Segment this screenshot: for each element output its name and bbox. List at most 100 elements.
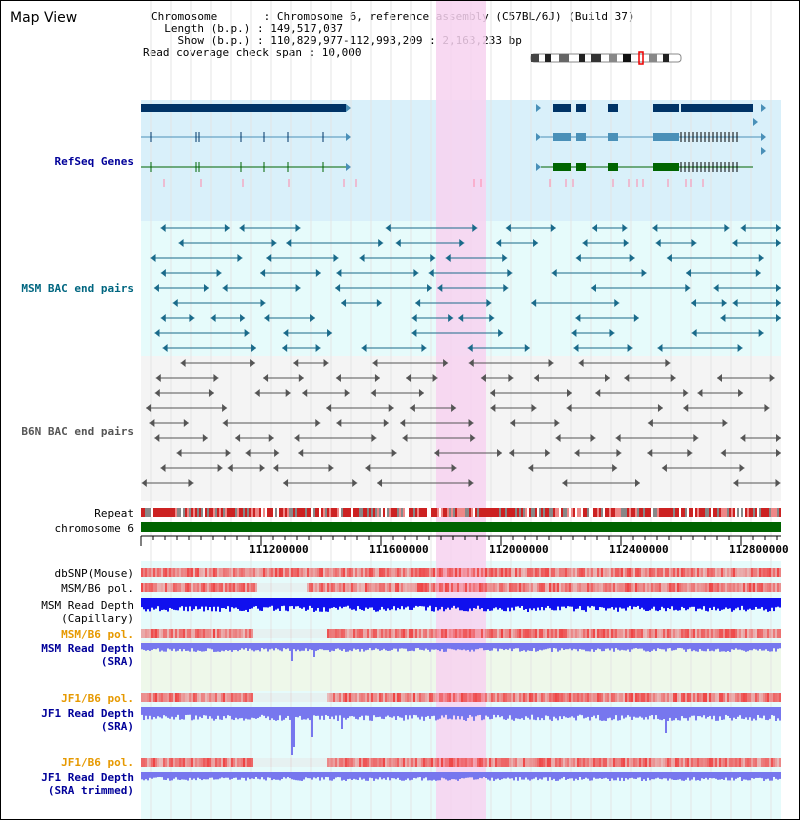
- read-depth-bar: [251, 707, 253, 718]
- read-depth-bar: [517, 643, 519, 649]
- repeat-segment: [343, 508, 345, 517]
- polymorphism-cell: [261, 583, 263, 592]
- polymorphism-cell: [151, 568, 153, 577]
- read-depth-bar: [469, 772, 471, 778]
- read-depth-bar: [431, 598, 433, 612]
- track-label-msm-bac[interactable]: MSM BAC end pairs: [21, 282, 134, 295]
- repeat-segment: [503, 508, 505, 517]
- track-label-msm-depth-sra[interactable]: MSM Read Depth (SRA): [41, 642, 134, 668]
- track-label-jf1-b6-pol-2[interactable]: JF1/B6 pol.: [61, 756, 134, 769]
- track-label-msm-b6-pol-1[interactable]: MSM/B6 pol.: [61, 582, 134, 595]
- polymorphism-cell: [413, 693, 415, 702]
- polymorphism-cell: [543, 629, 545, 638]
- polymorphism-cell: [759, 693, 761, 702]
- polymorphism-cell: [385, 583, 387, 592]
- read-depth-bar: [763, 707, 765, 716]
- track-label-jf1-depth-sra[interactable]: JF1 Read Depth (SRA): [41, 707, 134, 733]
- gene-strand-arrow: [346, 133, 351, 141]
- polymorphism-cell: [361, 629, 363, 638]
- gene-block: [653, 104, 679, 112]
- read-depth-bar: [685, 598, 687, 611]
- repeat-segment: [279, 508, 281, 517]
- polymorphism-cell: [461, 583, 463, 592]
- polymorphism-cell: [447, 629, 449, 638]
- read-depth-bar: [255, 772, 257, 777]
- polymorphism-cell: [601, 758, 603, 767]
- bac-end-marker: [592, 224, 598, 232]
- track-label-msm-depth-capillary[interactable]: MSM Read Depth (Capillary): [41, 599, 134, 625]
- read-depth-bar: [673, 707, 675, 721]
- read-depth-bar: [363, 772, 365, 779]
- read-depth-bar: [535, 772, 537, 778]
- polymorphism-cell: [349, 568, 351, 577]
- gene-block: [608, 104, 618, 112]
- read-depth-bar: [193, 707, 195, 720]
- read-depth-bar: [349, 598, 351, 609]
- polymorphism-cell: [537, 583, 539, 592]
- read-depth-bar: [591, 707, 593, 717]
- bac-end-marker: [528, 464, 534, 472]
- read-depth-bar: [691, 598, 693, 607]
- polymorphism-cell: [423, 629, 425, 638]
- read-depth-bar: [403, 772, 405, 781]
- polymorphism-cell: [769, 568, 771, 577]
- polymorphism-cell: [321, 693, 323, 702]
- repeat-segment: [529, 508, 531, 517]
- track-label-b6n-bac[interactable]: B6N BAC end pairs: [21, 425, 134, 438]
- polymorphism-cell: [223, 583, 225, 592]
- polymorphism-cell: [687, 693, 689, 702]
- polymorphism-cell: [479, 568, 481, 577]
- repeat-segment: [281, 508, 283, 517]
- bac-end-marker: [503, 284, 509, 292]
- read-depth-bar: [681, 598, 683, 607]
- read-depth-bar: [721, 772, 723, 780]
- polymorphism-cell: [269, 583, 271, 592]
- track-label-msm-b6-pol-2[interactable]: MSM/B6 pol.: [61, 628, 134, 641]
- read-depth-bar: [245, 643, 247, 649]
- read-depth-bar: [605, 707, 607, 721]
- read-depth-bar: [771, 772, 773, 781]
- repeat-segment: [243, 508, 245, 517]
- polymorphism-cell: [345, 568, 347, 577]
- track-label-dbsnp[interactable]: dbSNP(Mouse): [54, 567, 134, 580]
- read-depth-bar: [575, 707, 577, 721]
- polymorphism-cell: [227, 758, 229, 767]
- polymorphism-cell: [529, 693, 531, 702]
- polymorphism-cell: [487, 568, 489, 577]
- track-label-repeat[interactable]: Repeat: [94, 507, 134, 520]
- polymorphism-cell: [495, 629, 497, 638]
- polymorphism-cell: [537, 568, 539, 577]
- read-depth-bar: [467, 598, 469, 612]
- read-depth-bar: [363, 643, 365, 652]
- read-depth-bar: [247, 643, 249, 651]
- polymorphism-cell: [435, 629, 437, 638]
- polymorphism-cell: [411, 568, 413, 577]
- polymorphism-cell: [265, 583, 267, 592]
- read-depth-bar: [297, 643, 299, 650]
- polymorphism-cell: [375, 568, 377, 577]
- read-depth-bar: [473, 707, 475, 721]
- track-label-refseq[interactable]: RefSeq Genes: [54, 155, 134, 168]
- read-depth-bar: [241, 598, 243, 611]
- track-label-chromosome[interactable]: chromosome 6: [54, 522, 134, 535]
- bac-end-marker: [655, 239, 661, 247]
- read-depth-bar: [505, 598, 507, 612]
- polymorphism-cell: [477, 629, 479, 638]
- repeat-segment: [771, 508, 773, 517]
- track-label-jf1-b6-pol-1[interactable]: JF1/B6 pol.: [61, 692, 134, 705]
- polymorphism-cell: [715, 629, 717, 638]
- repeat-segment: [707, 508, 709, 517]
- read-depth-bar: [155, 707, 157, 719]
- track-label-jf1-depth-trimmed[interactable]: JF1 Read Depth (SRA trimmed): [41, 771, 134, 797]
- read-depth-bar: [239, 707, 241, 719]
- polymorphism-cell: [271, 693, 273, 702]
- polymorphism-cell: [451, 583, 453, 592]
- read-depth-bar: [755, 643, 757, 650]
- read-depth-bar: [529, 772, 531, 781]
- polymorphism-cell: [505, 583, 507, 592]
- read-depth-bar: [369, 643, 371, 649]
- polymorphism-cell: [727, 758, 729, 767]
- read-depth-bar: [175, 707, 177, 718]
- polymorphism-cell: [255, 693, 257, 702]
